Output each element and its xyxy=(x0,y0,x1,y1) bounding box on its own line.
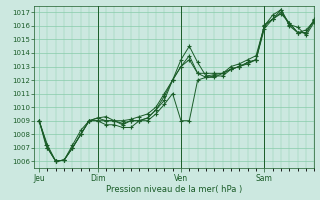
X-axis label: Pression niveau de la mer( hPa ): Pression niveau de la mer( hPa ) xyxy=(106,185,243,194)
